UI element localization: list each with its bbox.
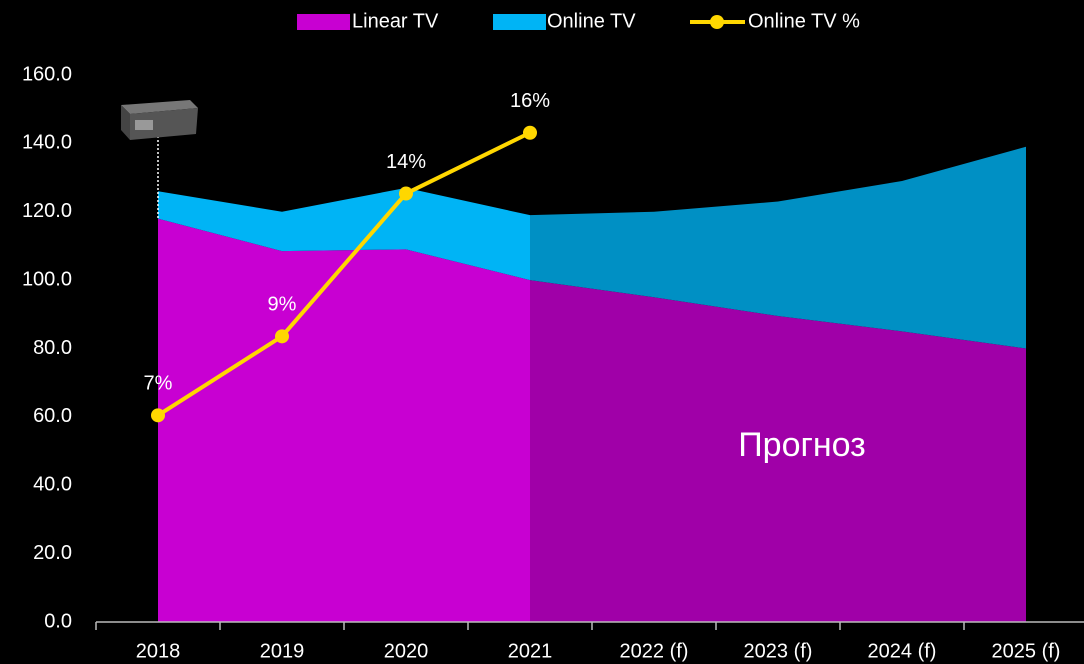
y-tick-label: 0.0 — [44, 610, 72, 632]
legend-swatch — [297, 14, 350, 30]
x-tick-label: 2020 — [384, 640, 429, 662]
annotation: Прогноз — [738, 426, 866, 464]
point — [523, 126, 537, 140]
y-tick-label: 160.0 — [22, 63, 72, 85]
data-label: 9% — [268, 294, 297, 316]
y-tick-label: 60.0 — [33, 405, 72, 427]
page: 0.0 20.0 40.0 60.0 80.0 100.0 120.0 140.0 160.0 2… — [0, 0, 1084, 664]
y-tick-label: 100.0 — [22, 268, 72, 290]
x-tick-label: 2022 (f) — [620, 640, 689, 662]
x-tick-label: 2023 (f) — [744, 640, 813, 662]
point — [151, 408, 165, 422]
y-tick-label: 80.0 — [33, 337, 72, 359]
y-tick-label: 140.0 — [22, 132, 72, 154]
x-tick-label: 2018 — [136, 640, 181, 662]
y-tick-label: 40.0 — [33, 474, 72, 496]
data-label: 7% — [144, 373, 173, 395]
legend-label: Online TV — [547, 10, 636, 32]
chart: 0.0 20.0 40.0 60.0 80.0 100.0 120.0 140.0 160.0 2… — [0, 0, 1084, 664]
device-port — [135, 120, 153, 130]
point — [275, 329, 289, 343]
legend-label: Linear TV — [352, 10, 439, 32]
x-tick-label: 2019 — [260, 640, 305, 662]
legend-label: Online TV % — [748, 10, 860, 32]
x-tick-label: 2025 (f) — [992, 640, 1061, 662]
x-tick-label: 2024 (f) — [868, 640, 937, 662]
x-tick-label: 2021 — [508, 640, 553, 662]
y-tick-label: 120.0 — [22, 200, 72, 222]
point — [399, 187, 413, 201]
data-label: 16% — [510, 90, 550, 112]
legend-swatch — [710, 15, 724, 29]
data-label: 14% — [386, 151, 426, 173]
forecast-shade — [530, 75, 1026, 622]
y-tick-label: 20.0 — [33, 542, 72, 564]
legend-swatch — [493, 14, 546, 30]
